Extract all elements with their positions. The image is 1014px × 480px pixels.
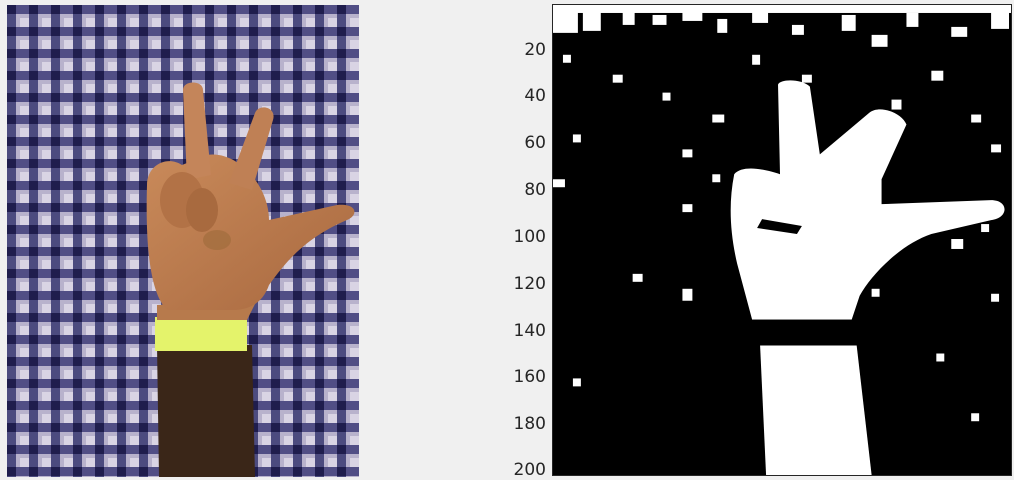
wrist-band xyxy=(155,317,247,351)
hand-photo xyxy=(7,5,359,477)
y-tick-label: 100 xyxy=(513,227,546,247)
y-tick-label: 180 xyxy=(513,414,546,434)
hand-silhouette xyxy=(730,80,1005,320)
wrist-band-region xyxy=(752,319,860,350)
forearm xyxy=(157,345,255,477)
middle-finger xyxy=(229,107,274,190)
y-tick-label: 140 xyxy=(513,321,546,341)
y-tick-label: 120 xyxy=(513,274,546,294)
y-tick-label: 200 xyxy=(513,460,546,480)
y-tick-label: 40 xyxy=(524,86,546,106)
forearm-region xyxy=(760,345,872,475)
y-tick-label: 160 xyxy=(513,367,546,387)
y-tick-label: 80 xyxy=(524,180,546,200)
y-tick-label: 20 xyxy=(524,40,546,60)
noise-speckles xyxy=(553,5,1011,422)
index-finger xyxy=(183,82,211,180)
y-tick-label: 60 xyxy=(524,133,546,153)
binary-mask-plot xyxy=(552,4,1012,476)
